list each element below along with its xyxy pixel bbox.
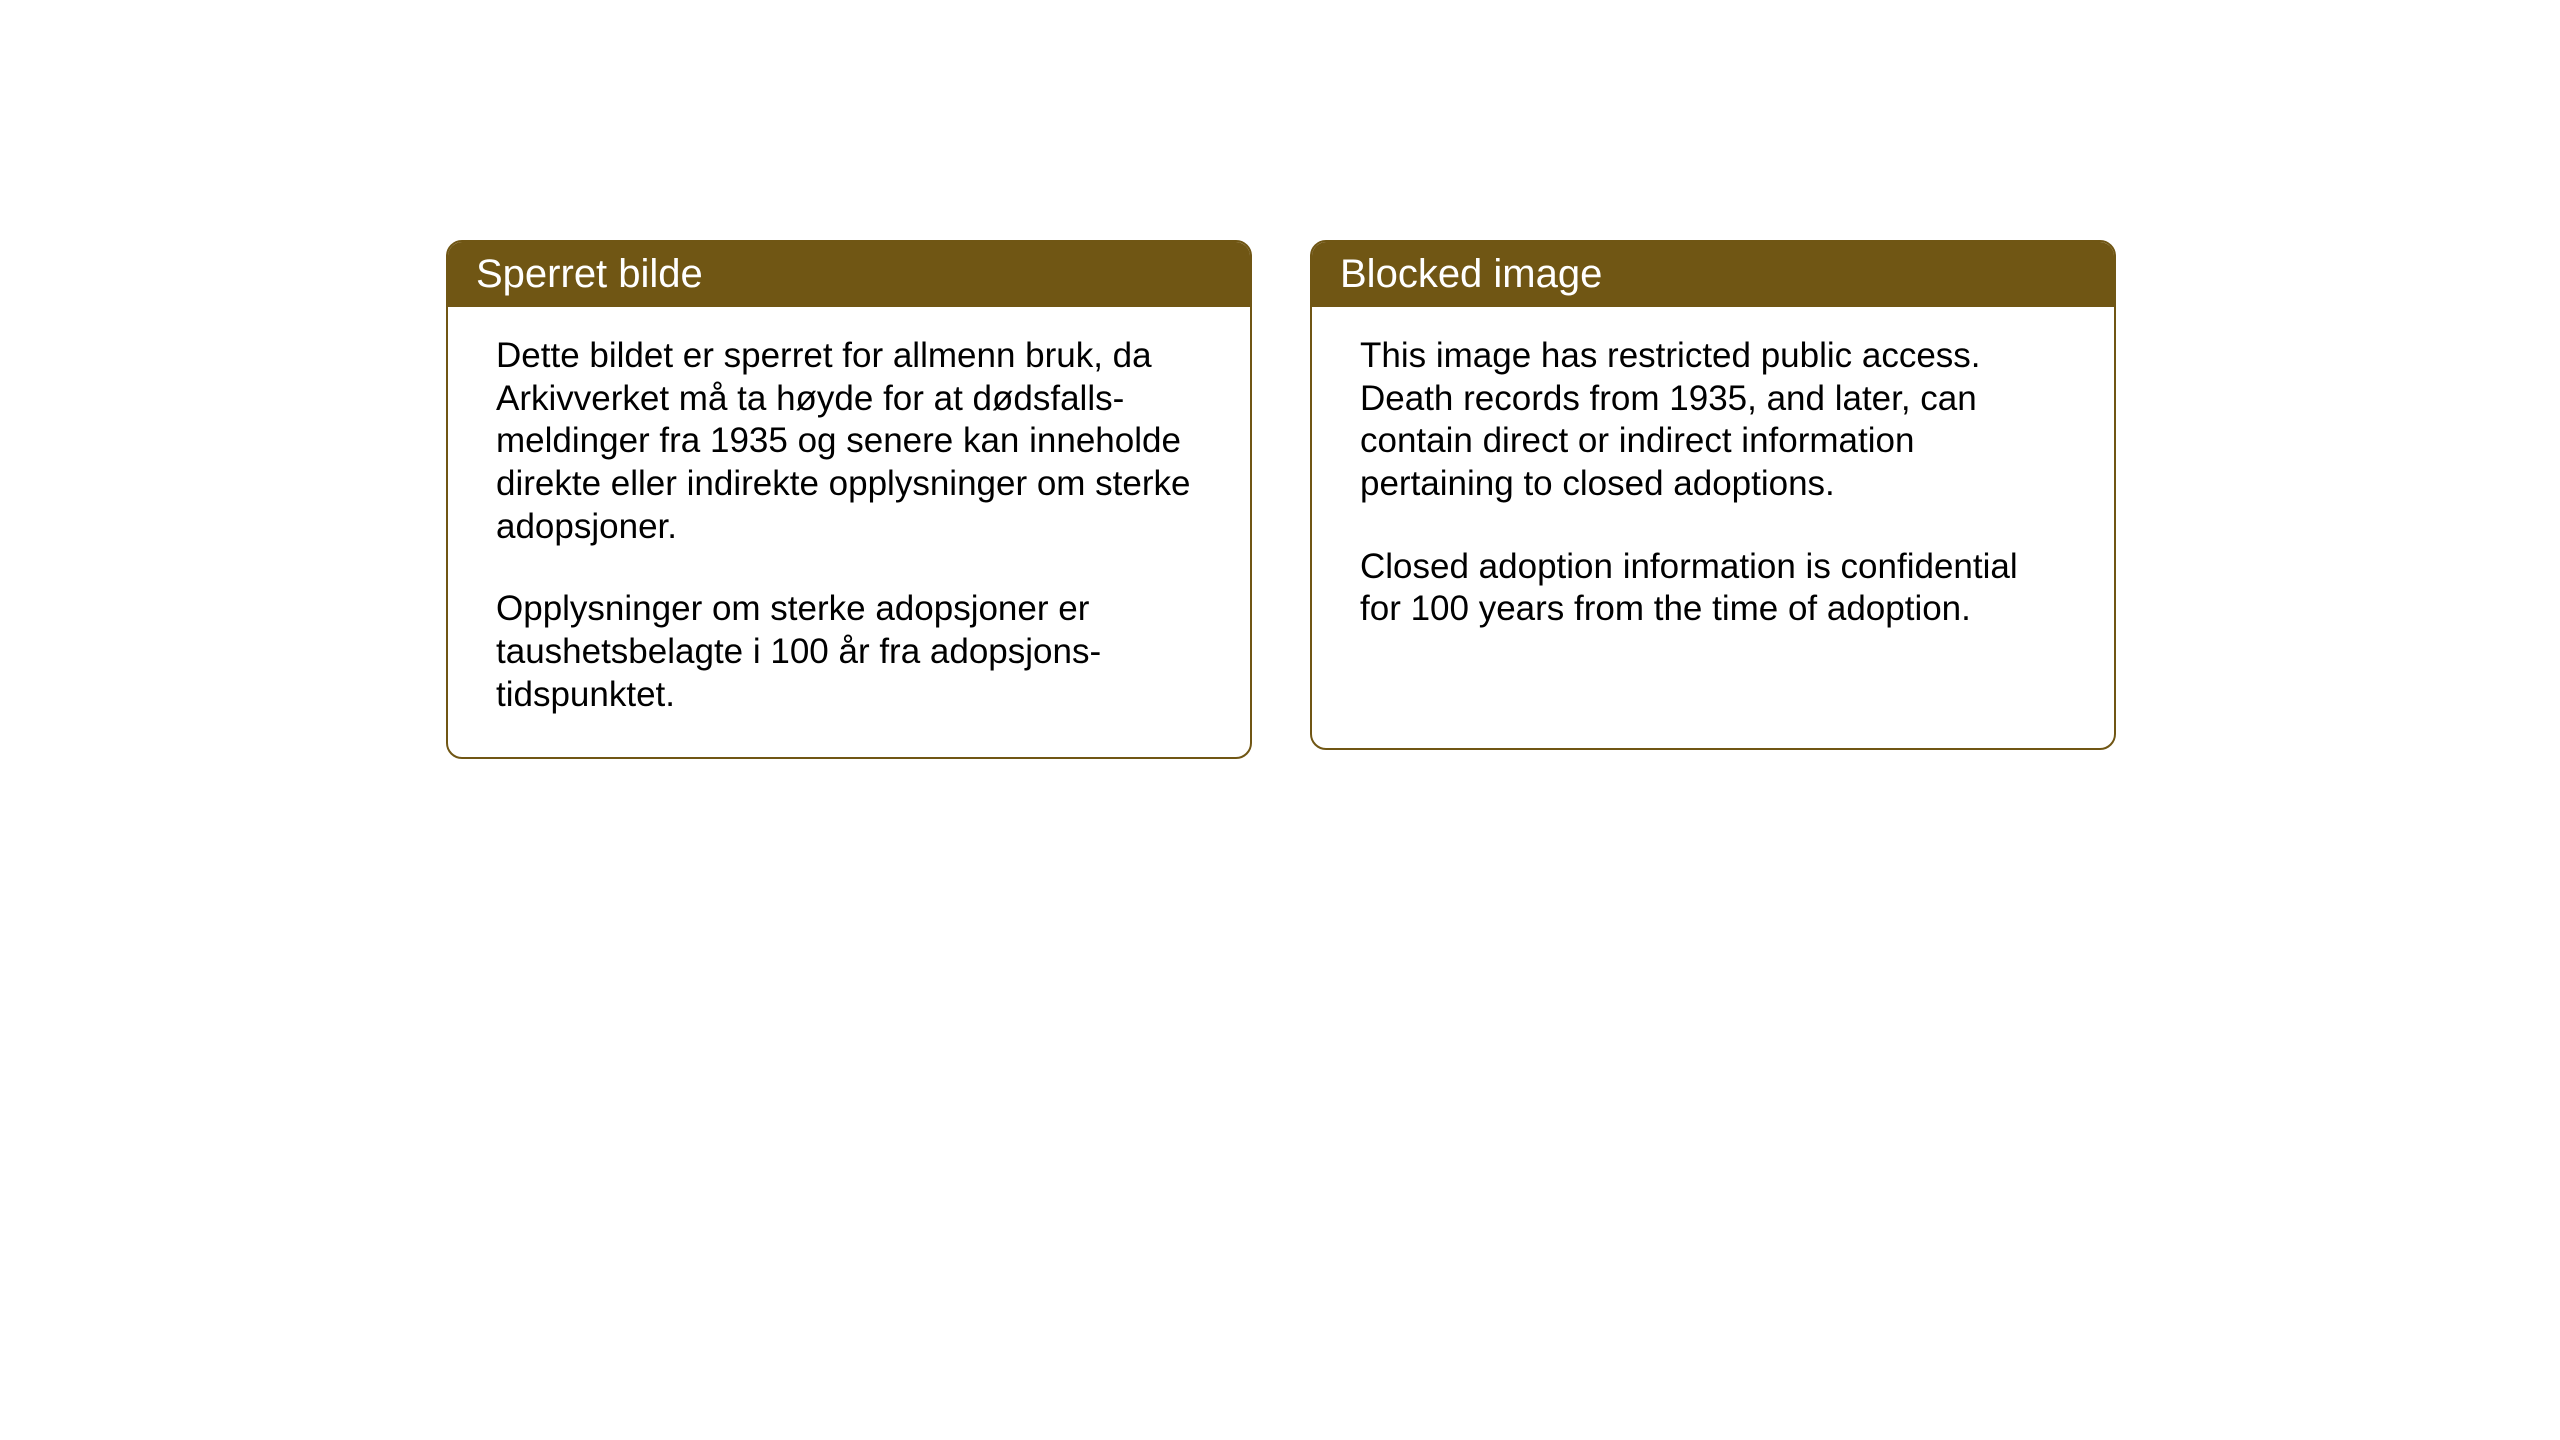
card-body-norwegian: Dette bildet er sperret for allmenn bruk… — [448, 307, 1250, 757]
card-title-norwegian: Sperret bilde — [476, 252, 703, 296]
paragraph-1-english: This image has restricted public access.… — [1360, 335, 2066, 506]
card-header-english: Blocked image — [1312, 242, 2114, 307]
card-header-norwegian: Sperret bilde — [448, 242, 1250, 307]
paragraph-1-norwegian: Dette bildet er sperret for allmenn bruk… — [496, 335, 1202, 548]
paragraph-2-english: Closed adoption information is confident… — [1360, 546, 2066, 631]
notice-container: Sperret bilde Dette bildet er sperret fo… — [446, 240, 2116, 759]
notice-card-english: Blocked image This image has restricted … — [1310, 240, 2116, 750]
card-title-english: Blocked image — [1340, 252, 1602, 296]
card-body-english: This image has restricted public access.… — [1312, 307, 2114, 671]
notice-card-norwegian: Sperret bilde Dette bildet er sperret fo… — [446, 240, 1252, 759]
paragraph-2-norwegian: Opplysninger om sterke adopsjoner er tau… — [496, 588, 1202, 716]
